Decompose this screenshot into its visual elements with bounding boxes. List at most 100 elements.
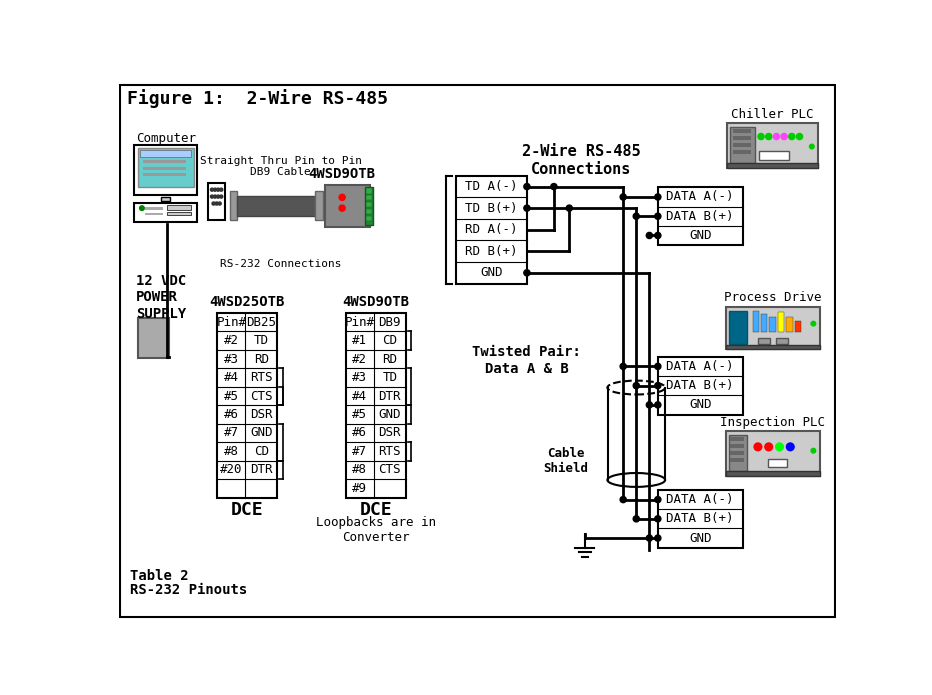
Text: CTS: CTS — [250, 389, 272, 402]
Bar — [730, 126, 755, 163]
Circle shape — [646, 232, 652, 238]
Text: #2: #2 — [352, 352, 367, 366]
Text: #9: #9 — [352, 482, 367, 495]
Text: Cable
Shield: Cable Shield — [543, 447, 588, 475]
Circle shape — [524, 205, 530, 211]
Text: Table 2: Table 2 — [130, 569, 189, 583]
Bar — [730, 437, 744, 441]
Text: Figure 1:  2-Wire RS-485: Figure 1: 2-Wire RS-485 — [127, 90, 388, 108]
Circle shape — [765, 133, 772, 140]
Bar — [346, 313, 406, 498]
Text: Pin#: Pin# — [216, 316, 246, 329]
Bar — [726, 345, 819, 349]
Bar — [141, 149, 191, 157]
Text: DATA B(+): DATA B(+) — [666, 379, 733, 392]
Text: 12 VDC
POWER
SUPPLY: 12 VDC POWER SUPPLY — [136, 275, 186, 320]
Bar — [726, 471, 819, 476]
Text: Loopbacks are in
Converter: Loopbacks are in Converter — [316, 516, 436, 544]
Bar — [752, 311, 759, 332]
Text: TD: TD — [382, 371, 397, 384]
Text: Straight Thru Pin to Pin
DB9 Cable: Straight Thru Pin to Pin DB9 Cable — [199, 156, 362, 177]
Text: Computer: Computer — [136, 132, 196, 145]
Circle shape — [216, 195, 220, 198]
Circle shape — [213, 195, 216, 198]
Text: DTR: DTR — [378, 389, 401, 402]
Text: GND: GND — [689, 398, 711, 411]
Text: TD A(-): TD A(-) — [465, 180, 518, 193]
Circle shape — [754, 443, 761, 450]
Text: TD: TD — [254, 334, 268, 347]
Circle shape — [215, 202, 218, 205]
Circle shape — [655, 382, 661, 389]
Text: #4: #4 — [224, 371, 239, 384]
Bar — [658, 188, 743, 245]
Text: Process Drive: Process Drive — [724, 291, 821, 304]
Bar — [787, 317, 792, 332]
Bar — [145, 207, 163, 210]
Text: #4: #4 — [352, 389, 367, 402]
Text: CD: CD — [382, 334, 397, 347]
Circle shape — [655, 496, 661, 502]
Text: DATA A(-): DATA A(-) — [666, 360, 733, 373]
Bar — [729, 434, 747, 471]
Text: Pin#: Pin# — [345, 316, 375, 329]
Bar — [730, 450, 744, 455]
Circle shape — [655, 516, 661, 522]
Circle shape — [218, 202, 221, 205]
Bar — [167, 212, 191, 215]
Circle shape — [633, 516, 639, 522]
Circle shape — [633, 213, 639, 220]
Text: DTR: DTR — [250, 464, 272, 477]
Circle shape — [567, 205, 572, 211]
Circle shape — [655, 213, 661, 220]
Circle shape — [220, 195, 223, 198]
Bar — [315, 191, 322, 220]
Bar — [658, 357, 743, 414]
Circle shape — [765, 443, 773, 450]
Circle shape — [655, 232, 661, 238]
Bar — [208, 183, 226, 220]
Text: 4WSD25OTB: 4WSD25OTB — [210, 295, 285, 309]
Circle shape — [758, 133, 764, 140]
Text: DSR: DSR — [250, 408, 272, 421]
Text: #6: #6 — [352, 427, 367, 439]
Circle shape — [810, 145, 815, 149]
Bar — [733, 129, 751, 133]
Circle shape — [213, 188, 216, 191]
Bar — [217, 313, 278, 498]
Bar — [730, 444, 744, 448]
Bar — [144, 173, 185, 176]
Bar — [144, 167, 185, 170]
Text: Twisted Pair:
Data A & B: Twisted Pair: Data A & B — [473, 345, 582, 376]
Circle shape — [620, 363, 626, 370]
Text: TD B(+): TD B(+) — [465, 202, 518, 215]
Circle shape — [220, 188, 223, 191]
Text: #3: #3 — [352, 371, 367, 384]
Circle shape — [781, 133, 788, 140]
Circle shape — [211, 195, 213, 198]
Circle shape — [788, 133, 795, 140]
Bar — [456, 176, 527, 284]
Text: RTS: RTS — [378, 445, 401, 458]
Bar — [138, 318, 169, 359]
Bar — [366, 188, 372, 193]
Text: #3: #3 — [224, 352, 239, 366]
Text: DCE: DCE — [360, 501, 392, 519]
Bar — [770, 317, 775, 332]
Text: #6: #6 — [224, 408, 239, 421]
Bar — [730, 457, 744, 462]
Circle shape — [211, 188, 213, 191]
Bar — [733, 136, 751, 140]
Circle shape — [339, 205, 345, 211]
Text: GND: GND — [378, 408, 401, 421]
Bar — [733, 142, 751, 147]
Bar — [726, 432, 819, 476]
Bar — [138, 148, 194, 186]
Circle shape — [620, 496, 626, 502]
Text: #5: #5 — [352, 408, 367, 421]
Text: DSR: DSR — [378, 427, 401, 439]
Bar — [733, 149, 751, 154]
Text: RD: RD — [254, 352, 268, 366]
Bar — [366, 209, 372, 214]
Text: #5: #5 — [224, 389, 239, 402]
